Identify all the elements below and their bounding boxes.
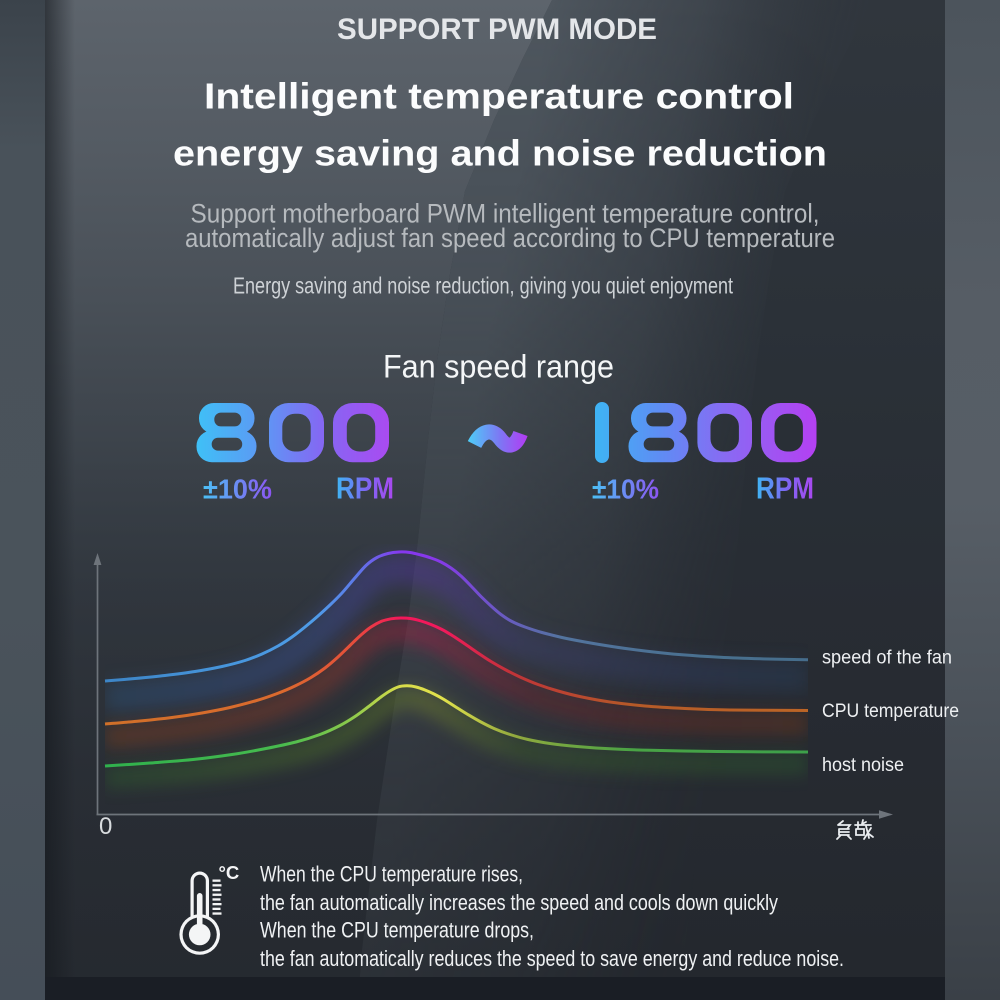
svg-text:the fan automatically reduces: the fan automatically reduces the speed … (260, 946, 844, 971)
svg-text:Intelligent temperature contro: Intelligent temperature control (204, 76, 794, 117)
svg-text:SUPPORT PWM MODE: SUPPORT PWM MODE (337, 13, 657, 46)
svg-text:speed of the fan: speed of the fan (822, 648, 952, 669)
svg-text:RPM: RPM (756, 471, 814, 506)
svg-text:When the CPU temperature rises: When the CPU temperature rises, (260, 862, 523, 887)
svg-text:CPU temperature: CPU temperature (822, 701, 959, 722)
svg-text:±10%: ±10% (203, 474, 272, 505)
svg-text:the fan automatically increase: the fan automatically increases the spee… (260, 890, 778, 915)
svg-text:energy saving and noise reduct: energy saving and noise reduction (173, 133, 827, 174)
svg-text:automatically adjust fan speed: automatically adjust fan speed according… (185, 223, 835, 253)
svg-text:Energy saving and noise reduct: Energy saving and noise reduction, givin… (233, 272, 733, 298)
svg-text:Fan speed range: Fan speed range (383, 349, 614, 385)
svg-text:host noise: host noise (822, 755, 904, 776)
svg-text:RPM: RPM (336, 471, 394, 506)
svg-text:Support motherboard PWM intell: Support motherboard PWM intelligent temp… (191, 198, 820, 228)
svg-text:°C: °C (219, 862, 240, 883)
svg-text:±10%: ±10% (592, 474, 659, 505)
svg-text:0: 0 (99, 813, 112, 840)
svg-text:When the CPU temperature drops: When the CPU temperature drops, (260, 918, 534, 943)
